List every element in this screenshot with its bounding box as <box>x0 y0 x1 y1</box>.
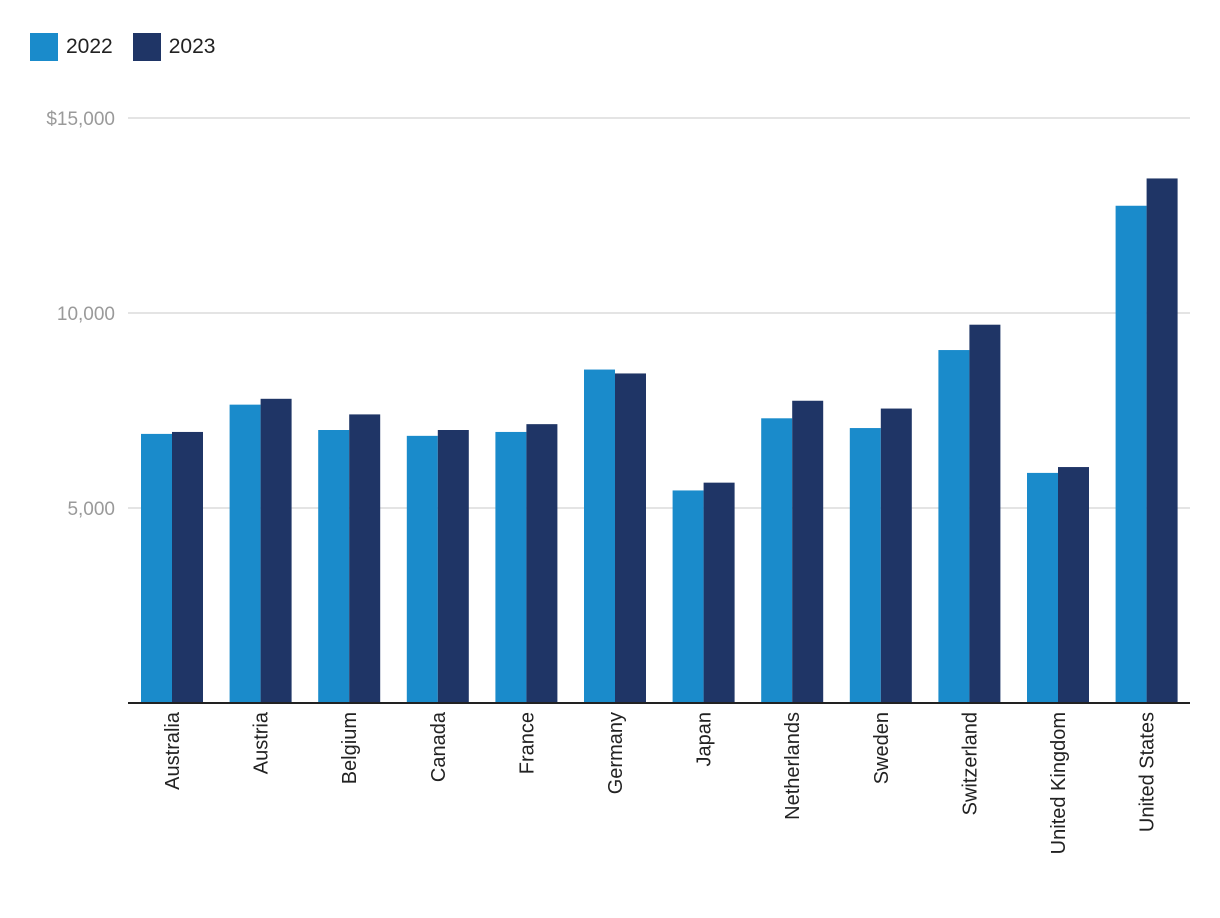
bar-2023-austria <box>260 398 292 703</box>
x-category-label: Austria <box>251 711 273 774</box>
bar-2023-sweden <box>880 408 912 703</box>
bar-2022-united-states <box>1115 205 1147 703</box>
x-category-label: Sweden <box>871 712 893 784</box>
bar-2023-netherlands <box>792 400 824 703</box>
bar-2023-united-states <box>1146 178 1178 703</box>
bar-2023-switzerland <box>969 324 1001 703</box>
bar-2023-france <box>526 424 558 703</box>
legend-swatch-2022 <box>30 33 58 61</box>
bar-2023-united-kingdom <box>1058 467 1089 703</box>
bar-2022-netherlands <box>761 418 793 703</box>
bar-2022-austria <box>229 404 261 703</box>
x-category-label: Switzerland <box>959 712 981 815</box>
x-category-label: Canada <box>428 711 450 782</box>
bar-2023-australia <box>172 431 203 703</box>
bar-2023-belgium <box>349 414 381 703</box>
bar-2022-united-kingdom <box>1027 472 1058 703</box>
y-tick-label: $15,000 <box>46 109 115 130</box>
bar-2022-germany <box>584 369 615 703</box>
bar-2022-sweden <box>849 428 881 703</box>
x-category-label: Germany <box>605 712 627 794</box>
legend-label-2023: 2023 <box>168 35 216 58</box>
x-category-label: United Kingdom <box>1048 712 1070 854</box>
bar-2023-japan <box>703 482 735 703</box>
y-tick-label: 5,000 <box>67 499 115 520</box>
y-tick-label: 10,000 <box>57 304 115 325</box>
bar-2022-switzerland <box>938 350 970 703</box>
x-category-label: United States <box>1137 712 1159 832</box>
legend: 2022 2023 <box>30 33 235 61</box>
bar-2023-canada <box>437 430 469 703</box>
legend-item-2022: 2022 <box>30 33 113 61</box>
x-category-label: Netherlands <box>782 712 804 820</box>
legend-swatch-2023 <box>132 33 161 61</box>
bar-2022-france <box>495 431 527 703</box>
bar-2022-australia <box>141 433 172 703</box>
x-category-label: Belgium <box>339 712 361 784</box>
bar-2023-germany <box>615 373 646 703</box>
bar-2022-canada <box>406 435 438 703</box>
legend-item-2023: 2023 <box>132 33 216 61</box>
x-category-label: Japan <box>694 712 716 767</box>
bar-2022-japan <box>672 490 704 703</box>
x-category-label: Australia <box>162 711 184 790</box>
x-category-label: France <box>516 712 538 774</box>
bar-2022-belgium <box>318 430 350 703</box>
legend-label-2022: 2022 <box>66 35 113 58</box>
